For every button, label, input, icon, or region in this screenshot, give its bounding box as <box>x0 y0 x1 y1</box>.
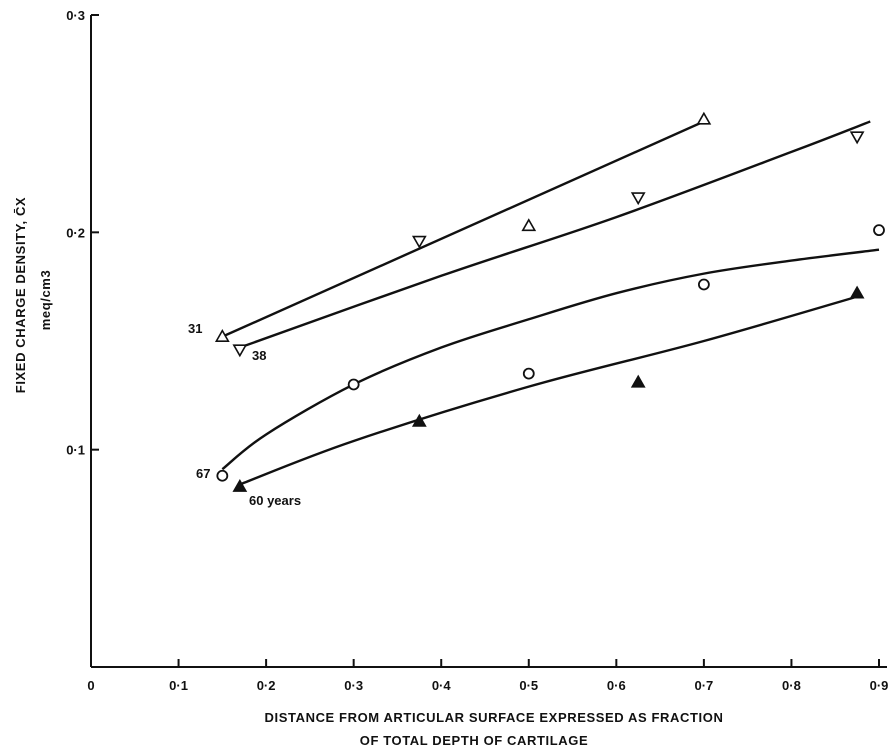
x-tick-label-8: 0·8 <box>782 678 801 693</box>
x-tick-label-2: 0·2 <box>257 678 276 693</box>
data-points <box>214 111 885 492</box>
point-60-years-0 <box>232 479 248 492</box>
x-tick-label-9: 0·9 <box>870 678 889 693</box>
point-67-2 <box>522 367 535 380</box>
axes: 0 0·1 0·2 0·3 0·4 0·5 0·6 0·7 0·8 0·9 0·1 0·2 0·3 <box>66 8 888 693</box>
x-tick-label-3: 0·3 <box>344 678 363 693</box>
point-38-2 <box>630 192 646 206</box>
point-60-years-2 <box>630 374 646 388</box>
fit-line-38 <box>239 120 871 349</box>
point-38-3 <box>849 131 865 145</box>
series-label-38: 38 <box>252 348 266 363</box>
fit-line-60-years <box>239 294 862 486</box>
y-axis-label-line-2: meq/cm3 <box>38 270 53 331</box>
y-tick-label-2: 0·3 <box>66 8 85 23</box>
fit-lines <box>221 120 880 486</box>
x-tick-label-6: 0·6 <box>607 678 626 693</box>
point-31-0 <box>214 329 230 342</box>
x-tick-label-7: 0·7 <box>694 678 713 693</box>
x-tick-label-0: 0 <box>87 678 94 693</box>
series-label-67: 67 <box>196 466 210 481</box>
y-tick-label-1: 0·2 <box>66 225 85 240</box>
point-31-2 <box>696 111 712 125</box>
labels: DISTANCE FROM ARTICULAR SURFACE EXPRESSE… <box>13 197 723 748</box>
point-67-3 <box>697 278 710 291</box>
point-60-years-1 <box>411 413 427 427</box>
fit-line-31 <box>221 120 705 338</box>
y-tick-label-0: 0·1 <box>66 443 85 458</box>
series-label-31: 31 <box>188 321 202 336</box>
point-31-1 <box>521 218 537 232</box>
point-67-0 <box>216 469 229 482</box>
point-38-0 <box>232 344 248 358</box>
x-tick-label-5: 0·5 <box>519 678 538 693</box>
point-60-years-3 <box>849 285 865 299</box>
x-tick-label-1: 0·1 <box>169 678 188 693</box>
x-tick-label-4: 0·4 <box>432 678 452 693</box>
fit-line-67 <box>221 248 880 471</box>
point-38-1 <box>411 235 427 249</box>
y-axis-label-line-1: FIXED CHARGE DENSITY, C̄X <box>13 197 28 393</box>
point-67-4 <box>873 224 885 237</box>
point-67-1 <box>347 378 360 391</box>
series-label-60-years: 60 years <box>249 493 301 508</box>
x-axis-label-line-2: OF TOTAL DEPTH OF CARTILAGE <box>360 733 589 748</box>
x-axis-label-line-1: DISTANCE FROM ARTICULAR SURFACE EXPRESSE… <box>265 710 724 725</box>
